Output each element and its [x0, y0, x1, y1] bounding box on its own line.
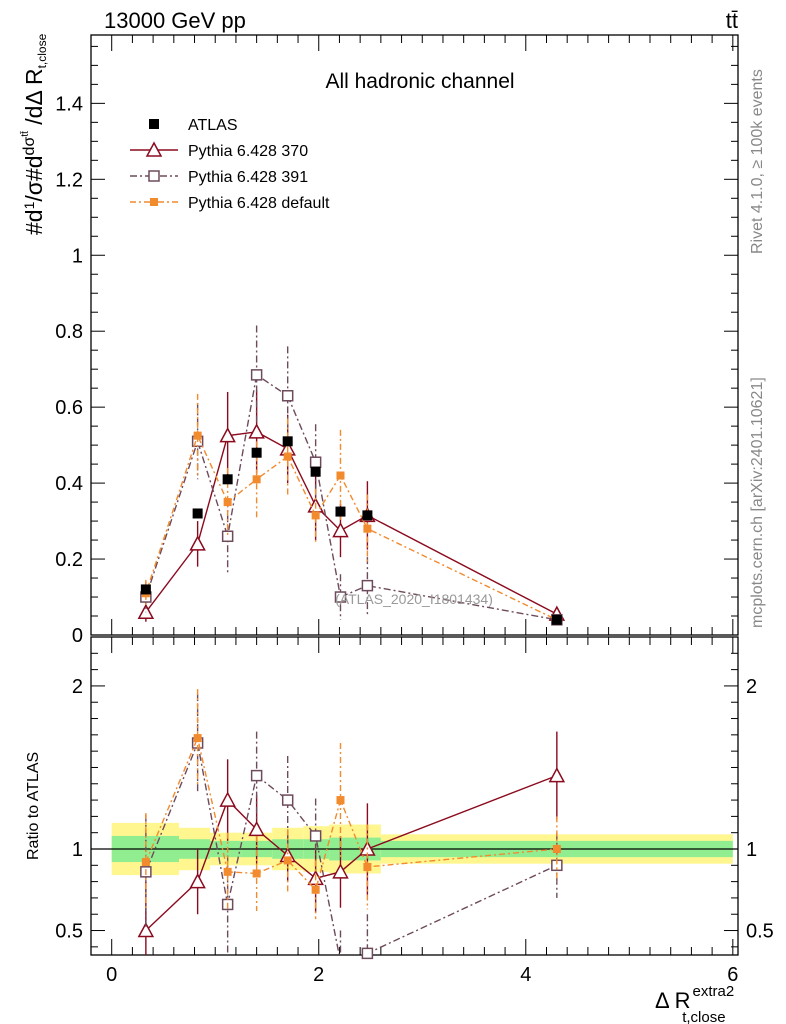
- data-point: [137, 603, 155, 619]
- legend-marker: [145, 141, 163, 157]
- ratio-point: [137, 921, 155, 938]
- main-frame: [90, 34, 739, 636]
- atlas-data-point: [362, 510, 373, 521]
- data-point: [283, 452, 292, 461]
- data-point: [311, 511, 320, 520]
- data-point: [219, 427, 236, 443]
- data-point: [250, 369, 263, 381]
- y-axis-label-ratio: Ratio to ATLAS: [25, 752, 42, 860]
- ratio-panel: 0.5 0.5 1 1 2 2 0 2 4 6: [55, 636, 774, 986]
- data-point: [248, 423, 265, 439]
- ratio-frame: [90, 636, 739, 956]
- ratio-point: [548, 767, 566, 783]
- x-axis-label-sup: extra2: [692, 983, 734, 1000]
- ratio-y-tick-label: 1: [72, 839, 83, 861]
- ratio-point: [552, 845, 561, 853]
- x-axis-label-sub: t,close: [682, 1009, 725, 1024]
- ratio-point: [332, 863, 349, 879]
- ratio-point: [223, 867, 232, 876]
- data-point: [363, 524, 372, 533]
- energy-label: 13000 GeV pp: [104, 8, 246, 33]
- x-tick-label: 2: [313, 964, 324, 986]
- legend: ATLAS Pythia 6.428 370 Pythia 6.428 391 Pyt…: [130, 117, 330, 212]
- main-panel: 0 0.2 0.4 0.6 0.8 1 1.2 1.4: [55, 34, 739, 647]
- atlas-data-point: [222, 474, 233, 485]
- ratio-y-tick-label-right: 0.5: [746, 921, 774, 943]
- legend-label: Pythia 6.428 391: [188, 169, 308, 186]
- chart-title: All hadronic channel: [325, 70, 514, 93]
- ratio-point: [189, 873, 206, 889]
- ratio-point: [361, 947, 374, 960]
- ratio-point: [336, 796, 345, 805]
- ratio-point: [252, 869, 261, 878]
- rivet-version-label: Rivet 4.1.0, ≥ 100k events: [749, 69, 766, 254]
- ratio-y-tick-label-right: 2: [746, 676, 757, 698]
- ratio-point: [250, 769, 263, 782]
- ratio-point: [309, 830, 322, 842]
- analysis-watermark: (ATLAS_2020_I1801434): [335, 591, 493, 607]
- ratio-point: [193, 734, 202, 743]
- data-point: [189, 535, 206, 551]
- x-axis-label-main: Δ R: [655, 988, 690, 1013]
- atlas-data-point: [251, 447, 262, 458]
- atlas-data-point: [192, 508, 203, 519]
- process-label: tt̄: [726, 8, 738, 33]
- data-point: [221, 530, 234, 543]
- ratio-y-tick-label: 2: [72, 676, 83, 698]
- ratio-point: [363, 862, 372, 871]
- legend-label: Pythia 6.428 370: [188, 143, 308, 160]
- y-tick-label: 0.6: [55, 397, 83, 419]
- data-point: [223, 498, 232, 507]
- atlas-data-point: [140, 584, 151, 595]
- x-tick-label: 0: [106, 964, 117, 986]
- x-tick-label: 6: [727, 964, 738, 986]
- ratio-point: [248, 820, 265, 837]
- atlas-data-point: [282, 436, 293, 447]
- x-tick-label: 4: [520, 964, 531, 986]
- ratio-y-tick-label-right: 1: [746, 839, 757, 861]
- legend-label: ATLAS: [188, 117, 238, 134]
- y-tick-label: 0.8: [55, 321, 83, 343]
- legend-marker: [150, 198, 158, 206]
- y-tick-label: 0.2: [55, 549, 83, 571]
- legend-marker-atlas: [149, 119, 159, 129]
- y-tick-label: 0: [72, 625, 83, 647]
- atlas-data-point: [310, 466, 321, 477]
- atlas-data-point: [551, 614, 562, 625]
- y-tick-label: 1.4: [55, 93, 83, 115]
- ratio-point: [311, 885, 320, 894]
- data-point: [332, 521, 349, 538]
- y-tick-label: 1.2: [55, 169, 83, 191]
- ratio-point: [219, 791, 236, 807]
- series-line-main: [145, 433, 558, 621]
- y-axis-label-main: #d1/σ#ddσtt̄ /dΔ Rt,close: [19, 33, 49, 235]
- y-tick-label: 0.4: [55, 473, 83, 495]
- data-point: [336, 471, 345, 480]
- data-point: [193, 431, 202, 440]
- atlas-data-point: [335, 506, 346, 517]
- y-tick-label: 1: [72, 245, 83, 267]
- legend-marker: [148, 170, 160, 182]
- ratio-point: [141, 858, 150, 867]
- data-point: [252, 475, 261, 484]
- ratio-y-tick-label: 0.5: [55, 921, 83, 943]
- ratio-point: [281, 794, 294, 806]
- mcplots-label: mcplots.cern.ch [arXiv:2401.10621]: [749, 377, 766, 628]
- data-point: [281, 390, 294, 402]
- data-point: [361, 579, 374, 592]
- data-point: [334, 591, 347, 603]
- ratio-point: [283, 856, 292, 865]
- data-point: [309, 456, 322, 468]
- legend-label: Pythia 6.428 default: [188, 195, 330, 212]
